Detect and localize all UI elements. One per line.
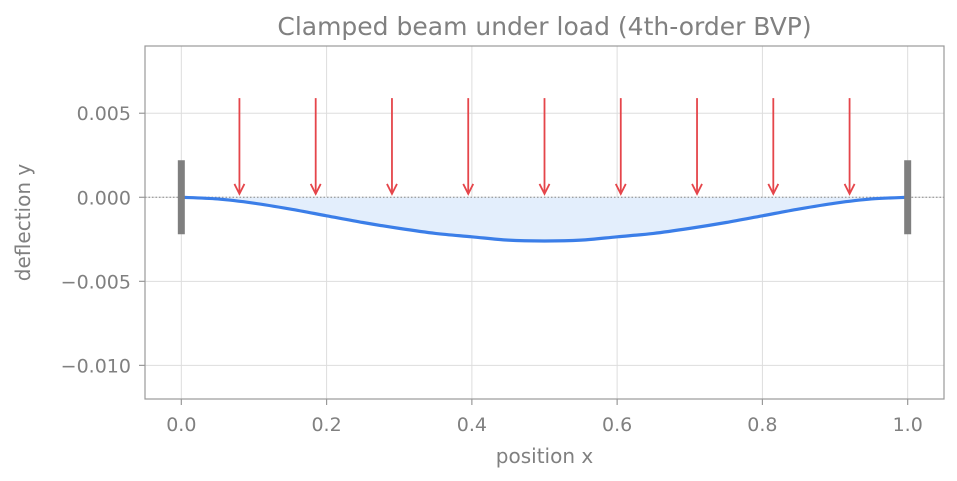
load-arrow-head xyxy=(767,183,780,196)
x-axis-label: position x xyxy=(496,444,594,468)
load-arrow-head xyxy=(843,183,856,196)
deflection-curve-layer xyxy=(179,195,910,243)
load-arrow xyxy=(309,98,322,196)
load-arrow xyxy=(538,98,551,196)
x-tick-label: 0.2 xyxy=(311,414,341,436)
load-arrow-head xyxy=(386,183,398,196)
load-arrow xyxy=(462,98,475,196)
load-arrow-head xyxy=(614,183,627,196)
load-arrow-head xyxy=(462,183,475,196)
load-arrow-head xyxy=(691,183,703,196)
load-arrow-head xyxy=(233,183,246,196)
x-tick-label: 0.0 xyxy=(166,414,196,436)
load-arrow-head xyxy=(538,183,551,196)
load-arrow xyxy=(233,98,246,196)
load-arrow xyxy=(386,98,398,196)
load-arrow xyxy=(691,98,703,196)
x-tick-label: 1.0 xyxy=(893,414,923,436)
y-tick-label: −0.010 xyxy=(61,355,131,377)
plot-frame xyxy=(144,45,945,400)
chart-title: Clamped beam under load (4th-order BVP) xyxy=(277,12,811,41)
y-axis-label: deflection y xyxy=(11,164,35,282)
deflection-fill-layer xyxy=(181,197,908,241)
load-arrow-head xyxy=(309,183,322,196)
deflection-curve xyxy=(179,195,910,243)
clamped-supports xyxy=(177,160,912,235)
y-tick-label: −0.005 xyxy=(61,271,131,293)
x-axis-ticks: 0.0 0.2 0.4 0.6 0.8 1.0 xyxy=(166,399,923,436)
x-tick-label: 0.6 xyxy=(602,414,632,436)
load-arrow xyxy=(767,98,780,196)
x-tick-label: 0.4 xyxy=(457,414,487,436)
x-tick-label: 0.8 xyxy=(747,414,777,436)
load-arrow xyxy=(614,98,627,196)
deflection-fill xyxy=(181,197,908,241)
y-tick-label: 0.005 xyxy=(77,103,131,125)
y-tick-label: 0.000 xyxy=(77,187,131,209)
y-axis-ticks: 0.005 0.000 −0.005 −0.010 xyxy=(61,103,145,377)
load-arrow xyxy=(843,98,856,196)
load-arrows xyxy=(233,98,856,196)
